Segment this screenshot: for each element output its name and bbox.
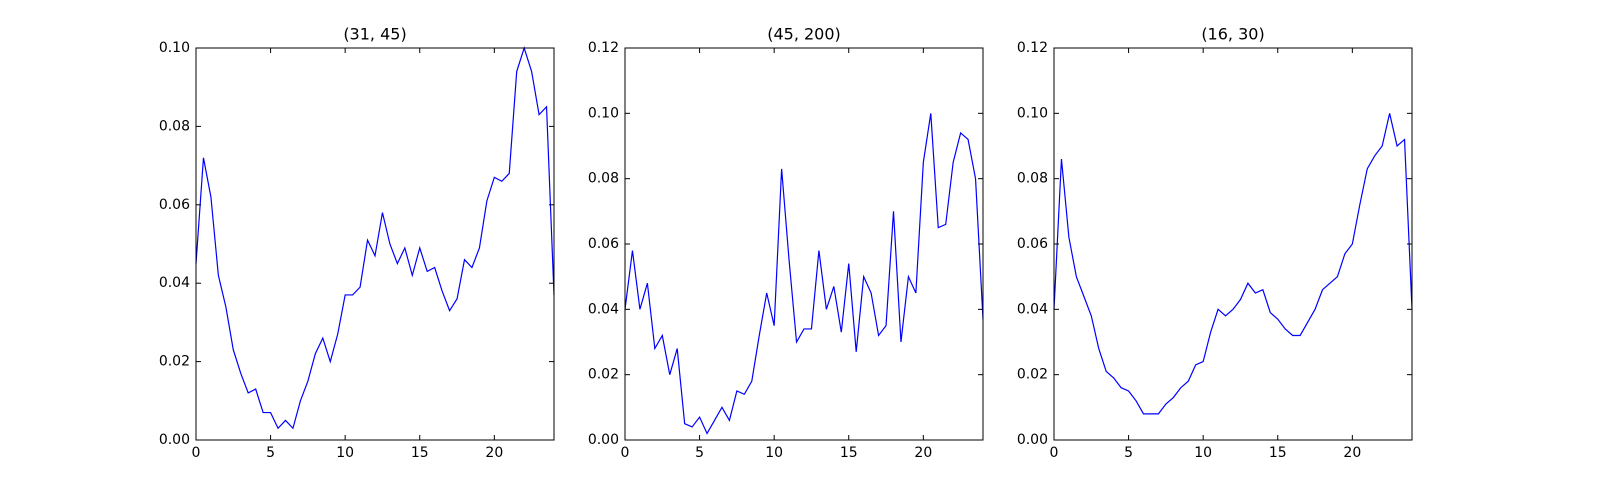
y-tick-label: 0.02 (1017, 367, 1048, 383)
x-tick-label: 20 (485, 445, 503, 461)
y-tick-label: 0.00 (588, 432, 619, 448)
y-tick-label: 0.10 (1017, 105, 1048, 121)
plot-frame (195, 47, 555, 441)
y-tick-label: 0.10 (159, 40, 190, 56)
chart-title: (16, 30) (1201, 25, 1264, 44)
y-tick-label: 0.06 (159, 197, 190, 213)
y-tick-label: 0.04 (588, 301, 619, 317)
x-tick-label: 15 (1269, 445, 1287, 461)
y-tick-label: 0.08 (1017, 171, 1048, 187)
data-line (1053, 113, 1413, 415)
y-tick-label: 0.04 (1017, 301, 1048, 317)
x-tick-label: 0 (621, 445, 630, 461)
y-tick-label: 0.00 (1017, 432, 1048, 448)
chart-title: (45, 200) (767, 25, 841, 44)
y-tick-label: 0.04 (159, 275, 190, 291)
plot-frame (624, 47, 984, 441)
x-tick-label: 0 (192, 445, 201, 461)
y-tick-label: 0.12 (588, 40, 619, 56)
y-tick-label: 0.08 (588, 171, 619, 187)
x-tick-label: 20 (914, 445, 932, 461)
x-tick-label: 5 (1124, 445, 1133, 461)
y-tick-label: 0.02 (159, 354, 190, 370)
y-tick-label: 0.00 (159, 432, 190, 448)
y-tick-label: 0.06 (1017, 236, 1048, 252)
y-tick-label: 0.08 (159, 118, 190, 134)
x-tick-label: 10 (765, 445, 783, 461)
chart-title: (31, 45) (343, 25, 406, 44)
x-tick-label: 10 (1194, 445, 1212, 461)
y-tick-label: 0.02 (588, 367, 619, 383)
x-tick-label: 20 (1343, 445, 1361, 461)
x-tick-label: 15 (411, 445, 429, 461)
x-tick-label: 5 (266, 445, 275, 461)
y-tick-label: 0.12 (1017, 40, 1048, 56)
data-line (624, 113, 984, 435)
y-tick-label: 0.10 (588, 105, 619, 121)
plot-frame (1053, 47, 1413, 441)
x-tick-label: 0 (1050, 445, 1059, 461)
y-tick-label: 0.06 (588, 236, 619, 252)
x-tick-label: 15 (840, 445, 858, 461)
data-line (195, 46, 555, 430)
x-tick-label: 5 (695, 445, 704, 461)
x-tick-label: 10 (336, 445, 354, 461)
